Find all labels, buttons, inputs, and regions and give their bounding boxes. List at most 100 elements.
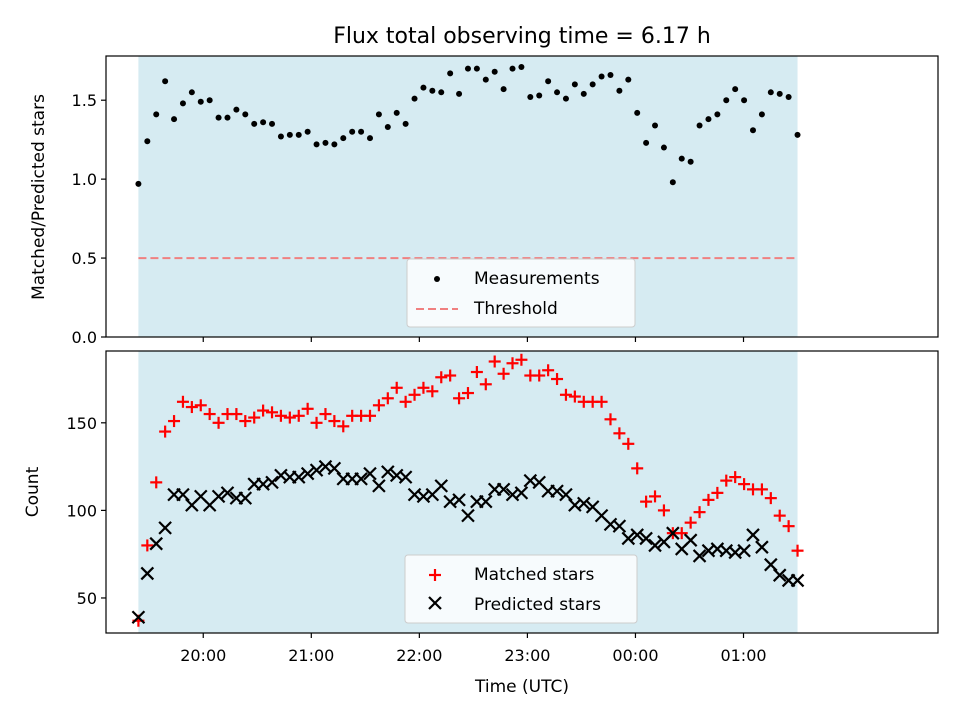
predicted-star-point [755, 540, 769, 554]
top-y-axis-label: Matched/Predicted stars [29, 94, 49, 300]
measurement-point [411, 95, 418, 102]
matched-star-point [292, 409, 305, 422]
matched-star-point [729, 471, 742, 484]
matched-star-point [319, 408, 332, 421]
top-ytick-label: 0.0 [72, 328, 97, 347]
measurement-point [767, 89, 774, 96]
matched-star-point [390, 381, 403, 394]
matched-star-point [497, 367, 510, 380]
measurement-point [269, 120, 276, 127]
predicted-star-point [683, 533, 698, 547]
matched-star-point [239, 415, 252, 428]
matched-star-point [176, 395, 189, 408]
measurement-point [349, 128, 356, 135]
predicted-star-point [434, 479, 449, 493]
measurement-point [625, 76, 632, 83]
measurement-point [749, 127, 756, 134]
predicted-star-point [158, 521, 172, 535]
measurement-point [758, 111, 765, 118]
predicted-star-point [363, 466, 377, 481]
measurement-point [660, 144, 667, 151]
measurement-point [562, 95, 569, 102]
measurement-point [375, 111, 382, 118]
measurement-point [215, 114, 222, 121]
bottom-x-axis-label: Time (UTC) [474, 677, 569, 697]
bottom-axes-frame [105, 350, 939, 634]
measurement-point [669, 179, 676, 186]
predicted-star-point [220, 486, 235, 500]
matched-star-point [248, 411, 261, 424]
matched-star-point [230, 408, 243, 421]
measurement-point [438, 89, 445, 96]
predicted-star-point [496, 482, 511, 497]
predicted-star-point [692, 549, 707, 563]
predicted-star-point [300, 466, 315, 481]
matched-star-point [568, 390, 581, 403]
measurement-point [473, 65, 480, 72]
top-panel: 0.0 0.5 1.0 1.5 Matched/Predicted stars Mea… [29, 55, 939, 347]
measurement-point [384, 124, 391, 131]
matched-star-point [274, 409, 287, 422]
measurement-point [171, 116, 178, 123]
bottom-ytick-label: 50 [77, 589, 97, 608]
measurement-point [429, 87, 436, 94]
measurement-point [589, 81, 596, 88]
predicted-star-point [576, 496, 591, 511]
matched-star-point [613, 427, 626, 440]
matched-star-point [551, 373, 564, 386]
matched-star-point [791, 544, 804, 557]
predicted-star-point [327, 461, 342, 476]
matched-star-point [417, 381, 430, 394]
top-legend: Measurements Threshold [406, 258, 636, 328]
measurement-point [313, 141, 320, 148]
matched-star-point [479, 378, 492, 391]
predicted-star-point [354, 472, 368, 486]
measurement-point [634, 109, 641, 116]
matched-star-point [622, 437, 635, 450]
top-ytick-label: 1.0 [72, 170, 97, 189]
measurement-point [340, 135, 347, 142]
matched-star-point [702, 493, 715, 506]
measurement-point [687, 158, 694, 165]
measurement-point [260, 119, 267, 126]
predicted-star-point [452, 493, 466, 507]
predicted-star-point [372, 479, 386, 493]
predicted-star-point [559, 487, 573, 502]
bottom-xtick-label: 21:00 [288, 646, 334, 665]
matched-star-point [693, 506, 706, 519]
measurement-point [322, 139, 329, 146]
measurement-point [286, 131, 293, 138]
measurements-points [135, 64, 801, 187]
bottom-ytick-label: 150 [66, 414, 97, 433]
matched-star-point [738, 478, 751, 491]
top-axes-frame [105, 55, 939, 338]
measurement-point [571, 81, 578, 88]
measurement-point [741, 97, 748, 104]
matched-star-point [203, 408, 216, 421]
measurement-point [776, 90, 783, 97]
matched-star-point [283, 411, 296, 424]
matched-star-point [470, 366, 483, 379]
matched-star-point [764, 492, 777, 505]
bottom-legend-box [404, 554, 638, 624]
matched-star-point [168, 415, 181, 428]
predicted-star-point [291, 470, 306, 484]
predicted-star-point [764, 557, 778, 572]
matched-star-point [604, 413, 617, 426]
matched-star-point [141, 539, 154, 552]
predicted-stars-points [131, 459, 805, 625]
measurement-point [358, 128, 365, 135]
predicted-star-point [514, 486, 529, 500]
matched-star-point [782, 520, 795, 533]
measurement-point [162, 78, 169, 85]
matched-star-point [159, 425, 172, 438]
matched-star-point [328, 415, 341, 428]
measurement-point [331, 141, 338, 148]
top-legend-box [406, 258, 636, 328]
measurement-point [491, 68, 498, 75]
legend-measurements-marker [434, 276, 440, 282]
measurement-point [643, 139, 650, 146]
bottom-y-axis-label: Count [23, 466, 43, 517]
matched-star-point [301, 402, 314, 415]
measurement-point [696, 122, 703, 129]
